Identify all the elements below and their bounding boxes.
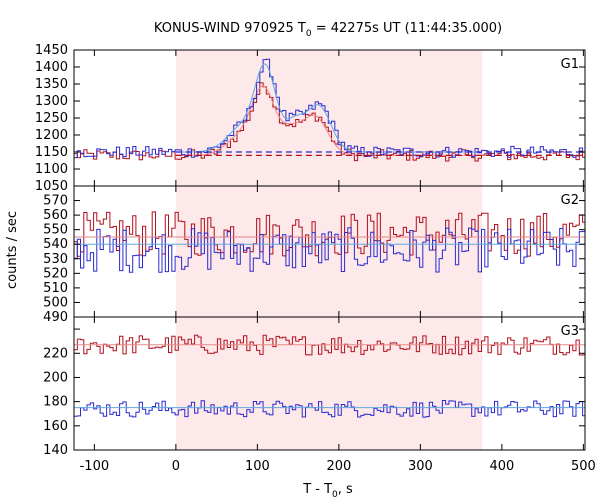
panel-G1-ytick-label: 1100 — [35, 162, 68, 177]
x-axis-label: T - T0, s — [302, 482, 353, 500]
panel-G1-ytick-label: 1200 — [35, 128, 68, 143]
xtick-label: 100 — [245, 459, 270, 474]
panel-G3-frame — [73, 316, 586, 451]
chart-title: KONUS-WIND 970925 T0 = 42275s UT (11:44:… — [154, 21, 502, 39]
panel-label-G1: G1 — [561, 57, 579, 72]
panel-G2-blue-histogram — [74, 227, 585, 273]
panel-G3-ytick-label: 200 — [43, 370, 68, 385]
panel-G1-ytick-label: 1300 — [35, 94, 68, 109]
panel-G1-ytick-label: 1250 — [35, 111, 68, 126]
xtick-label: 500 — [571, 459, 596, 474]
panel-G2-ytick-label: 510 — [43, 281, 68, 296]
panel-G3-red-histogram — [74, 334, 585, 356]
panel-G1-ytick-label: 1150 — [35, 145, 68, 160]
xtick-label: 0 — [172, 459, 180, 474]
xtick-label: 400 — [489, 459, 514, 474]
y-axis-label: counts / sec — [5, 211, 20, 289]
panel-G1-ytick-label: 1450 — [35, 43, 68, 58]
xtick-label: -100 — [80, 459, 110, 474]
xtick-label: 300 — [408, 459, 433, 474]
panel-G2-ytick-label: 550 — [43, 223, 68, 238]
panel-label-G2: G2 — [561, 193, 579, 208]
panel-G1-ytick-label: 1350 — [35, 77, 68, 92]
plot-area: 105011001150120012501300135014001450G149… — [35, 43, 596, 474]
panel-G3-ytick-label: 140 — [43, 443, 68, 458]
panel-label-G3: G3 — [561, 324, 579, 339]
panel-G1-ytick-label: 1400 — [35, 60, 68, 75]
panel-G3-ytick-label: 160 — [43, 419, 68, 434]
panel-G2-ytick-label: 520 — [43, 266, 68, 281]
panel-G2-ytick-label: 490 — [43, 310, 68, 325]
panel-G3-blue-histogram — [74, 400, 585, 418]
panel-G2-ytick-label: 570 — [43, 194, 68, 209]
panel-G3-ytick-label: 180 — [43, 395, 68, 410]
panel-G2-ytick-label: 540 — [43, 237, 68, 252]
panel-G2-ytick-label: 500 — [43, 295, 68, 310]
panel-G3-ytick-label: 220 — [43, 346, 68, 361]
panel-G2-ytick-label: 530 — [43, 252, 68, 267]
xtick-label: 200 — [326, 459, 351, 474]
panel-G1-ytick-label: 1050 — [35, 179, 68, 194]
panel-G2-ytick-label: 560 — [43, 208, 68, 223]
